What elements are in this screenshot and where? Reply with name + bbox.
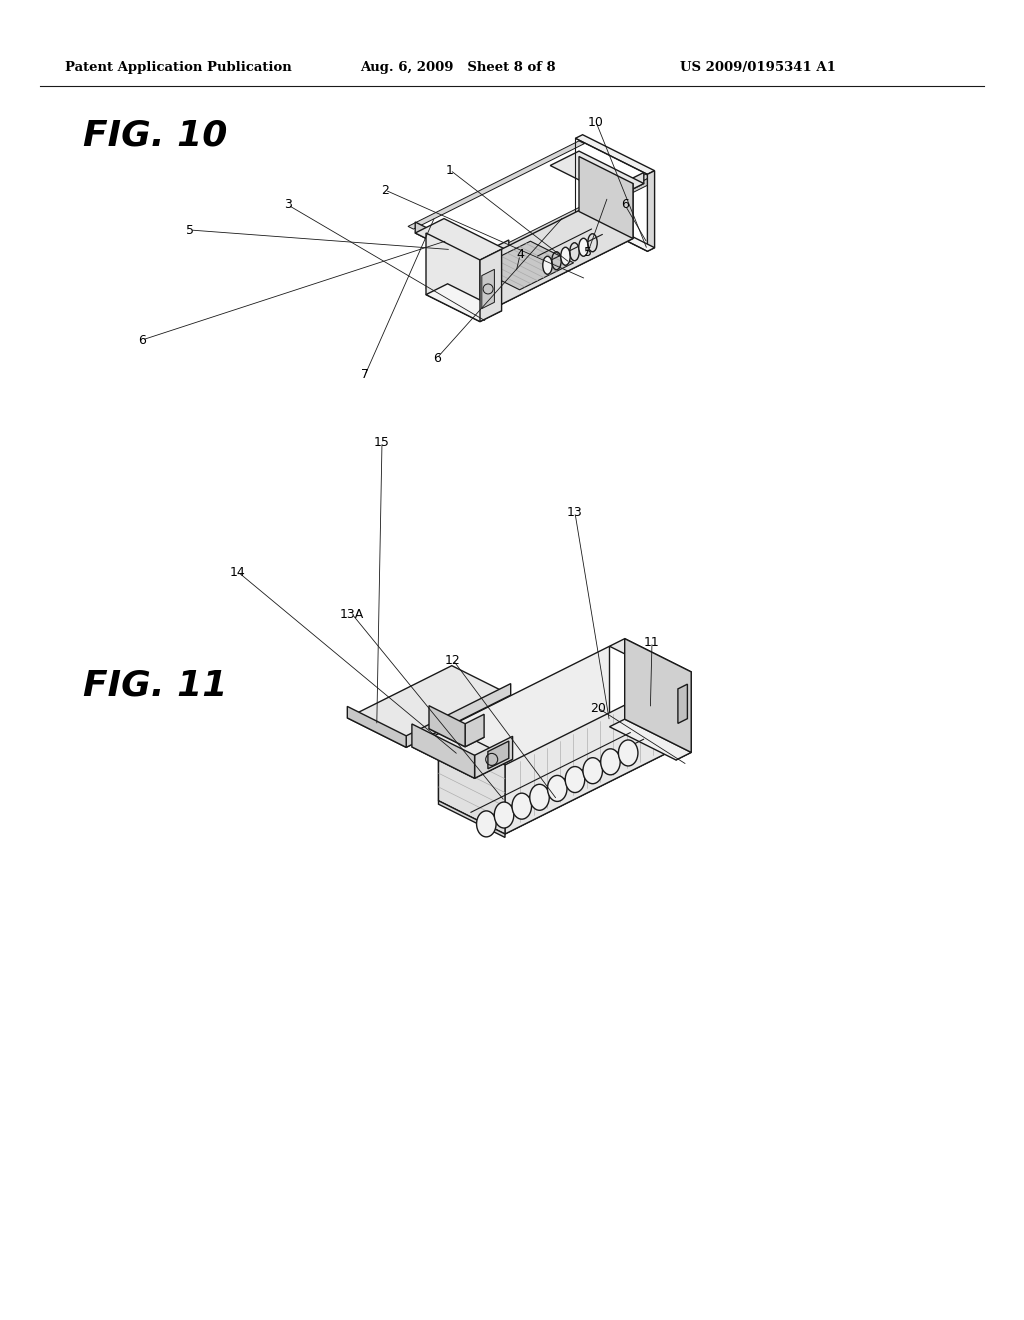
Text: 6: 6 [138, 334, 146, 346]
Text: 11: 11 [644, 635, 659, 648]
Polygon shape [579, 157, 633, 239]
Polygon shape [480, 240, 509, 265]
Polygon shape [474, 737, 513, 779]
Polygon shape [609, 719, 691, 760]
Polygon shape [408, 141, 585, 230]
Polygon shape [482, 269, 495, 309]
Polygon shape [407, 684, 511, 747]
Text: US 2009/0195341 A1: US 2009/0195341 A1 [680, 62, 836, 74]
Ellipse shape [601, 748, 621, 775]
Text: 20: 20 [590, 701, 606, 714]
Ellipse shape [579, 238, 588, 256]
Polygon shape [615, 173, 644, 198]
Ellipse shape [495, 803, 514, 828]
Polygon shape [575, 211, 654, 251]
Polygon shape [438, 731, 505, 834]
Polygon shape [465, 714, 484, 747]
Ellipse shape [565, 767, 585, 792]
Polygon shape [678, 684, 687, 723]
Ellipse shape [561, 247, 570, 265]
Polygon shape [438, 647, 609, 801]
Text: 13: 13 [567, 507, 583, 520]
Text: 5: 5 [584, 246, 592, 259]
Polygon shape [575, 135, 654, 174]
Polygon shape [426, 211, 633, 315]
Polygon shape [550, 150, 644, 198]
Polygon shape [347, 665, 511, 747]
Polygon shape [415, 222, 480, 265]
Text: 6: 6 [433, 351, 441, 364]
Polygon shape [438, 715, 676, 834]
Polygon shape [412, 727, 513, 779]
Polygon shape [474, 174, 651, 263]
Text: 3: 3 [284, 198, 292, 211]
Ellipse shape [529, 784, 549, 810]
Polygon shape [609, 639, 691, 680]
Text: Aug. 6, 2009   Sheet 8 of 8: Aug. 6, 2009 Sheet 8 of 8 [360, 62, 556, 74]
Text: 12: 12 [445, 653, 461, 667]
Text: FIG. 10: FIG. 10 [83, 117, 227, 152]
Text: 15: 15 [374, 436, 390, 449]
Polygon shape [415, 219, 509, 265]
Polygon shape [625, 639, 691, 752]
Polygon shape [438, 801, 505, 837]
Text: 5: 5 [186, 223, 194, 236]
Ellipse shape [476, 810, 496, 837]
Text: 14: 14 [230, 565, 246, 578]
Text: 10: 10 [588, 116, 604, 128]
Ellipse shape [543, 256, 552, 275]
Polygon shape [426, 284, 502, 322]
Ellipse shape [618, 741, 638, 766]
Ellipse shape [583, 758, 602, 784]
Polygon shape [480, 177, 651, 269]
Polygon shape [647, 170, 654, 251]
Polygon shape [347, 706, 407, 747]
Ellipse shape [548, 775, 567, 801]
Polygon shape [429, 719, 484, 747]
Polygon shape [476, 242, 573, 290]
Polygon shape [487, 741, 509, 768]
Text: 4: 4 [516, 248, 524, 261]
Text: 2: 2 [381, 183, 389, 197]
Polygon shape [412, 723, 474, 779]
Polygon shape [429, 706, 465, 747]
Polygon shape [480, 183, 633, 315]
Text: FIG. 11: FIG. 11 [83, 668, 227, 702]
Text: 13A: 13A [340, 607, 365, 620]
Polygon shape [676, 672, 691, 760]
Text: 6: 6 [622, 198, 629, 211]
Polygon shape [505, 680, 676, 834]
Polygon shape [426, 234, 480, 322]
Text: 1: 1 [446, 164, 454, 177]
Polygon shape [480, 249, 502, 322]
Text: 7: 7 [361, 368, 369, 381]
Text: Patent Application Publication: Patent Application Publication [65, 62, 292, 74]
Ellipse shape [512, 793, 531, 820]
